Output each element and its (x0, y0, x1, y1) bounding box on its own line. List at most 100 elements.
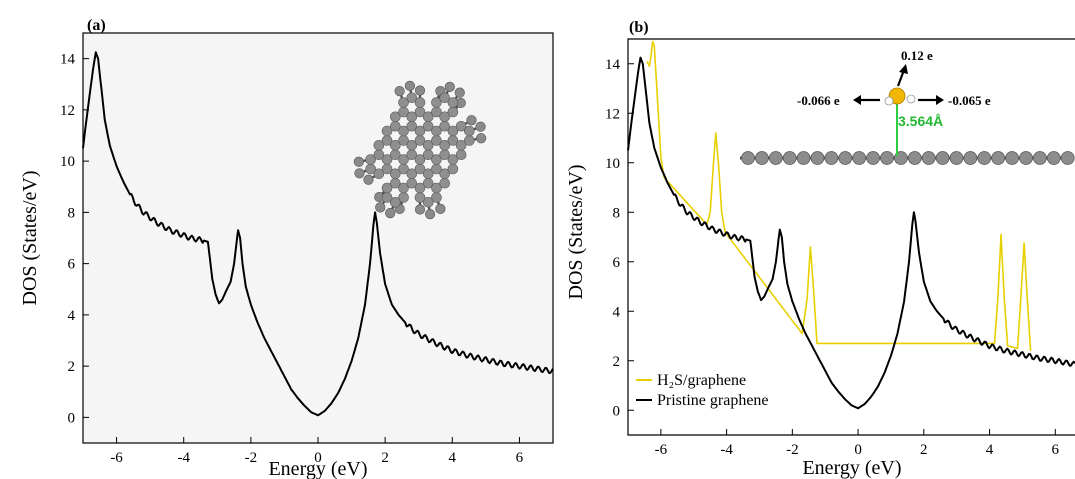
carbon-atom (390, 168, 401, 180)
y-tick-label: 0 (613, 403, 621, 419)
carbon-atom (782, 151, 797, 165)
charge-label-left: -0.066 e (797, 93, 840, 108)
carbon-atom (1005, 151, 1019, 165)
y-tick-label: 10 (605, 156, 620, 172)
charge-arrow-left-head (853, 95, 861, 105)
carbon-atom (991, 151, 1006, 165)
graphene-side-view (740, 151, 1075, 165)
pristine-graphene-curve (627, 56, 1075, 410)
carbon-atom (373, 139, 385, 151)
carbon-atom (741, 151, 755, 165)
carbon-atom (422, 111, 434, 123)
carbon-atom (475, 121, 486, 132)
carbon-atom (880, 151, 894, 165)
panel-b-x-axis-title: Energy (eV) (802, 457, 901, 479)
panel-b-label: (b) (629, 19, 649, 36)
carbon-atom (447, 125, 459, 137)
carbon-atom (455, 149, 467, 161)
carbon-atom (414, 85, 426, 96)
carbon-atom (354, 168, 365, 179)
carbon-atom (424, 209, 436, 220)
x-tick-label: 6 (1052, 442, 1060, 458)
carbon-atom (390, 139, 401, 151)
carbon-atom (447, 106, 459, 118)
carbon-atom (406, 111, 418, 123)
carbon-atom (394, 86, 405, 97)
y-tick-label: 6 (613, 255, 621, 271)
x-tick-label: -6 (110, 450, 123, 466)
carbon-atom (768, 151, 783, 165)
carbon-atom (381, 182, 393, 194)
carbon-atom (796, 151, 811, 165)
carbon-atom (365, 154, 376, 165)
carbon-atom (935, 151, 950, 165)
carbon-atom (414, 182, 426, 194)
carbon-atom (439, 177, 450, 189)
carbon-atom (363, 174, 374, 185)
carbon-atom (414, 125, 426, 137)
carbon-atom (422, 168, 434, 180)
carbon-atom (977, 151, 992, 165)
y-tick-label: 12 (60, 103, 75, 119)
carbon-atom (824, 151, 839, 165)
carbon-atom (439, 111, 450, 123)
x-tick-label: 4 (449, 450, 457, 466)
carbon-atom (414, 192, 426, 203)
carbon-atom (455, 139, 467, 151)
y-tick-label: 2 (68, 359, 76, 375)
carbon-atom (755, 151, 769, 165)
carbon-atom (435, 203, 446, 214)
carbon-atom (431, 97, 442, 108)
x-tick-label: -4 (177, 450, 190, 466)
carbon-atom (431, 182, 442, 194)
panel-b-series (627, 40, 1075, 410)
panel-a-ticks: -6 -4 -2 0 2 4 6 0 2 4 6 8 10 12 14 (60, 52, 524, 466)
carbon-atom (406, 92, 418, 104)
carbon-atom (398, 125, 409, 137)
y-tick-label: 4 (68, 308, 76, 324)
carbon-atom (414, 204, 426, 215)
h2s-graphene-inset: 0.12 e -0.066 e -0.065 e 3.564Å (740, 48, 1075, 165)
carbon-atom (414, 154, 426, 165)
carbon-atom (455, 120, 467, 132)
charge-arrow-top-head (899, 64, 908, 74)
carbon-atom (381, 192, 393, 203)
carbon-atom (454, 87, 465, 98)
charge-label-top: 0.12 e (901, 48, 933, 63)
carbon-atom (447, 97, 459, 108)
panel-b-legend: H₂S/graphene Pristine graphene (636, 372, 769, 409)
carbon-atom (921, 151, 936, 165)
carbon-atom (390, 196, 401, 208)
carbon-atom (414, 97, 426, 108)
panel-b-frame (627, 38, 1075, 436)
carbon-atom (422, 196, 434, 208)
carbon-atom (1046, 151, 1061, 165)
y-tick-label: 6 (68, 257, 76, 273)
h-s-graphene-curve (646, 40, 1032, 351)
x-tick-label: 2 (381, 450, 389, 466)
y-tick-label: 8 (613, 205, 621, 221)
carbon-atom (398, 154, 409, 165)
carbon-atom (464, 125, 475, 137)
carbon-atom (447, 154, 459, 165)
carbon-atom (375, 202, 386, 213)
x-tick-label: -2 (245, 450, 258, 466)
carbon-atom (464, 135, 475, 146)
carbon-atom (431, 154, 442, 165)
carbon-atom (381, 154, 393, 165)
panel-a: -6 -4 -2 0 2 4 6 0 2 4 6 8 10 12 14 (a) Energy (eV) DO… (19, 17, 554, 479)
carbon-atom (852, 151, 867, 165)
carbon-atom (810, 151, 825, 165)
carbon-atom (404, 80, 416, 91)
y-tick-label: 2 (613, 354, 621, 370)
panel-a-x-axis-title: Energy (eV) (268, 458, 367, 479)
panel-a-plot-background (83, 33, 553, 443)
carbon-atom (866, 151, 880, 165)
y-tick-label: 14 (60, 52, 76, 68)
y-tick-label: 4 (613, 304, 621, 320)
x-tick-label: 4 (986, 442, 994, 458)
carbon-atom (447, 163, 459, 175)
carbon-atom (949, 151, 964, 165)
panel-a-label: (a) (87, 17, 106, 34)
